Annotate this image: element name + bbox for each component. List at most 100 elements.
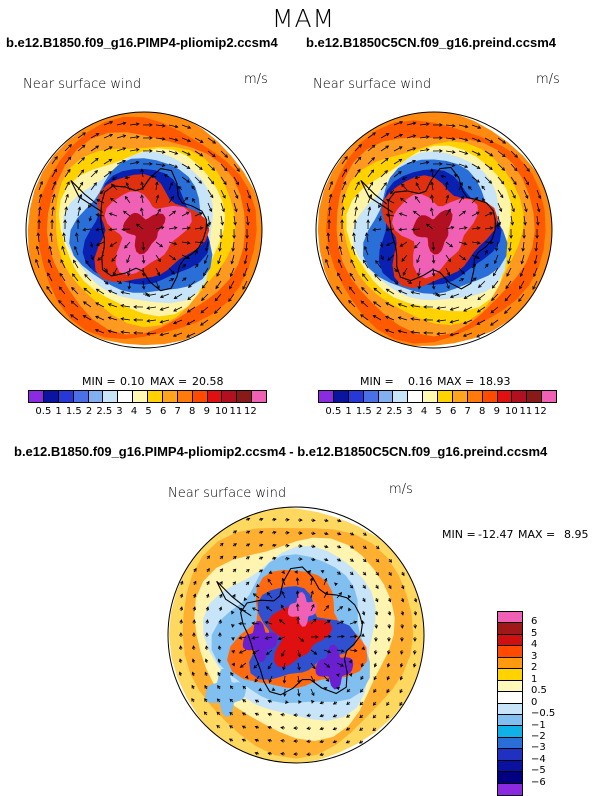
colorbar-swatch: [498, 784, 522, 795]
colorbar-tick-label: 3: [402, 406, 417, 417]
panel2-colorbar: [318, 390, 557, 403]
colorbar-swatch: [498, 704, 522, 715]
colorbar-tick-label: −3: [531, 742, 546, 753]
colorbar-tick-label: 2: [531, 662, 537, 673]
colorbar-tick-label: 2.5: [386, 406, 402, 417]
colorbar-tick-label: 6: [446, 406, 461, 417]
colorbar-swatch: [29, 391, 44, 402]
panel1-min-value: 0.10: [120, 375, 145, 388]
colorbar-tick-label: −0.5: [531, 708, 555, 719]
panel1-colorbar: [28, 390, 267, 403]
colorbar-swatch: [208, 391, 223, 402]
panel2-max-value: 18.93: [479, 375, 511, 388]
colorbar-swatch: [103, 391, 118, 402]
colorbar-swatch: [542, 391, 556, 402]
panel3-polar-map: [165, 504, 427, 766]
colorbar-swatch: [193, 391, 208, 402]
colorbar-swatch: [498, 681, 522, 692]
colorbar-swatch: [319, 391, 334, 402]
panel3-max-label: MAX =: [518, 528, 555, 541]
colorbar-tick-label: 1: [51, 406, 66, 417]
colorbar-swatch: [527, 391, 542, 402]
colorbar-tick-label: 1: [341, 406, 356, 417]
colorbar-swatch: [453, 391, 468, 402]
colorbar-swatch: [222, 391, 237, 402]
colorbar-swatch: [89, 391, 104, 402]
colorbar-swatch: [468, 391, 483, 402]
panel2-max-label: MAX =: [437, 375, 474, 388]
colorbar-tick-label: 12: [533, 406, 548, 417]
panel2-min-label: MIN =: [360, 375, 394, 388]
colorbar-swatch: [498, 635, 522, 646]
colorbar-tick-label: 2: [82, 406, 97, 417]
colorbar-swatch: [364, 391, 379, 402]
panel3-min-label: MIN =: [442, 528, 476, 541]
colorbar-tick-label: 1.5: [356, 406, 372, 417]
colorbar-tick-label: 1: [531, 674, 537, 685]
colorbar-swatch: [498, 761, 522, 772]
season-title: MAM: [0, 4, 607, 33]
panel2-units: m/s: [536, 72, 560, 87]
colorbar-tick-label: 10: [214, 406, 229, 417]
colorbar-tick-label: −5: [531, 765, 546, 776]
colorbar-tick-label: −1: [531, 720, 546, 731]
colorbar-tick-label: 5: [431, 406, 446, 417]
colorbar-tick-label: 9: [200, 406, 215, 417]
colorbar-tick-label: 10: [504, 406, 519, 417]
colorbar-tick-label: 8: [475, 406, 490, 417]
colorbar-swatch: [498, 612, 522, 623]
colorbar-tick-label: −2: [531, 731, 546, 742]
colorbar-swatch: [118, 391, 133, 402]
panel2-case-title: b.e12.B1850C5CN.f09_g16.preind.ccsm4: [306, 35, 556, 50]
colorbar-tick-label: 4: [127, 406, 142, 417]
panel3-max-value: 8.95: [564, 528, 589, 541]
colorbar-swatch: [393, 391, 408, 402]
colorbar-tick-label: 0: [531, 697, 537, 708]
panel3-colorbar: [497, 611, 523, 796]
colorbar-tick-label: 7: [170, 406, 185, 417]
colorbar-swatch: [438, 391, 453, 402]
colorbar-swatch: [349, 391, 364, 402]
colorbar-tick-label: 6: [156, 406, 171, 417]
colorbar-swatch: [498, 726, 522, 737]
panel3-field-label: Near surface wind: [168, 486, 286, 501]
colorbar-swatch: [59, 391, 74, 402]
panel1-max-value: 20.58: [192, 375, 224, 388]
colorbar-swatch: [44, 391, 59, 402]
colorbar-tick-label: 0.5: [35, 406, 51, 417]
colorbar-tick-label: 3: [531, 651, 537, 662]
colorbar-tick-label: 0.5: [325, 406, 341, 417]
panel3-units: m/s: [389, 482, 413, 497]
colorbar-swatch: [252, 391, 266, 402]
colorbar-swatch: [498, 623, 522, 634]
colorbar-tick-label: 11: [519, 406, 534, 417]
colorbar-swatch: [74, 391, 89, 402]
colorbar-tick-label: 4: [531, 639, 537, 650]
colorbar-tick-label: 5: [531, 628, 537, 639]
panel3-min-value: -12.47: [478, 528, 513, 541]
colorbar-tick-label: 9: [490, 406, 505, 417]
colorbar-tick-label: 1.5: [66, 406, 82, 417]
colorbar-swatch: [498, 646, 522, 657]
colorbar-swatch: [237, 391, 252, 402]
colorbar-tick-label: 5: [141, 406, 156, 417]
colorbar-swatch: [498, 738, 522, 749]
colorbar-swatch: [498, 772, 522, 783]
colorbar-swatch: [408, 391, 423, 402]
colorbar-swatch: [178, 391, 193, 402]
colorbar-tick-label: 3: [112, 406, 127, 417]
colorbar-tick-label: −6: [531, 777, 546, 788]
colorbar-tick-label: −4: [531, 754, 546, 765]
colorbar-tick-label: 0.5: [531, 685, 547, 696]
colorbar-swatch: [148, 391, 163, 402]
panel2-field-label: Near surface wind: [313, 77, 431, 92]
panel1-min-label: MIN =: [82, 375, 116, 388]
colorbar-swatch: [483, 391, 498, 402]
colorbar-tick-label: 6: [531, 616, 537, 627]
colorbar-swatch: [423, 391, 438, 402]
colorbar-tick-label: 2.5: [96, 406, 112, 417]
colorbar-tick-label: 8: [185, 406, 200, 417]
colorbar-tick-label: 12: [243, 406, 258, 417]
